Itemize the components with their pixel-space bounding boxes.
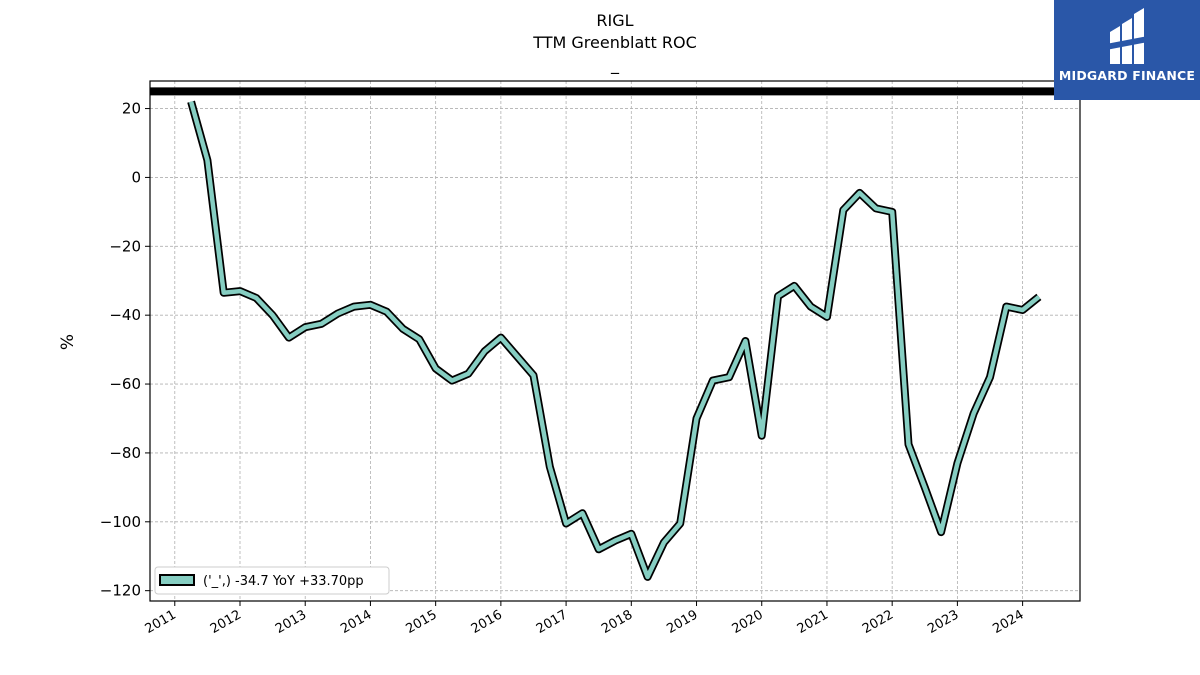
x-tick-label: 2015 xyxy=(403,607,439,637)
logo-text: MIDGARD FINANCE xyxy=(1058,68,1196,83)
x-tick-label: 2017 xyxy=(534,607,570,637)
midgard-finance-logo: MIDGARD FINANCE xyxy=(1054,0,1200,100)
legend-label: ('_',) -34.7 YoY +33.70pp xyxy=(203,574,364,589)
x-ticks: 2011 2012 2013 2014 2015 2016 2017 2018 2019 2020… xyxy=(143,601,1027,637)
series-layer xyxy=(187,100,1042,581)
x-tick-label: 2023 xyxy=(925,607,961,637)
y-tick-label: −100 xyxy=(100,513,141,531)
y-tick-label: −60 xyxy=(109,375,141,393)
chart-title: RIGL xyxy=(596,11,633,30)
chart-subtitle-underscore: _ xyxy=(610,55,620,75)
y-tick-label: −20 xyxy=(109,237,141,255)
x-tick-label: 2022 xyxy=(860,607,896,637)
y-tick-label: −80 xyxy=(109,444,141,462)
y-tick-label: −120 xyxy=(100,582,141,600)
y-axis-label: % xyxy=(58,334,78,350)
x-tick-label: 2016 xyxy=(469,607,505,637)
midgard-logo-icon xyxy=(1106,8,1148,64)
x-tick-label: 2013 xyxy=(273,607,309,637)
plot-frame xyxy=(149,80,1081,602)
chart-subtitle: TTM Greenblatt ROC xyxy=(532,33,697,52)
x-tick-label: 2019 xyxy=(664,607,700,637)
x-tick-label: 2018 xyxy=(599,607,635,637)
y-tick-label: 20 xyxy=(122,100,141,118)
x-tick-label: 2020 xyxy=(730,607,766,637)
x-tick-label: 2011 xyxy=(143,607,179,637)
x-tick-label: 2014 xyxy=(338,607,374,637)
legend: ('_',) -34.7 YoY +33.70pp xyxy=(154,566,390,595)
legend-swatch xyxy=(159,574,195,586)
y-tick-label: −40 xyxy=(109,306,141,324)
x-tick-label: 2024 xyxy=(990,607,1026,637)
legend-box xyxy=(154,566,390,595)
y-ticks: 20 0 −20 −40 −60 −80 −100 −120 xyxy=(100,100,150,600)
x-tick-label: 2021 xyxy=(795,607,831,637)
series-line-outline xyxy=(187,100,1042,581)
grid xyxy=(150,81,1080,601)
x-tick-label: 2012 xyxy=(208,607,244,637)
y-tick-label: 0 xyxy=(131,168,141,186)
series-line xyxy=(188,101,1041,580)
